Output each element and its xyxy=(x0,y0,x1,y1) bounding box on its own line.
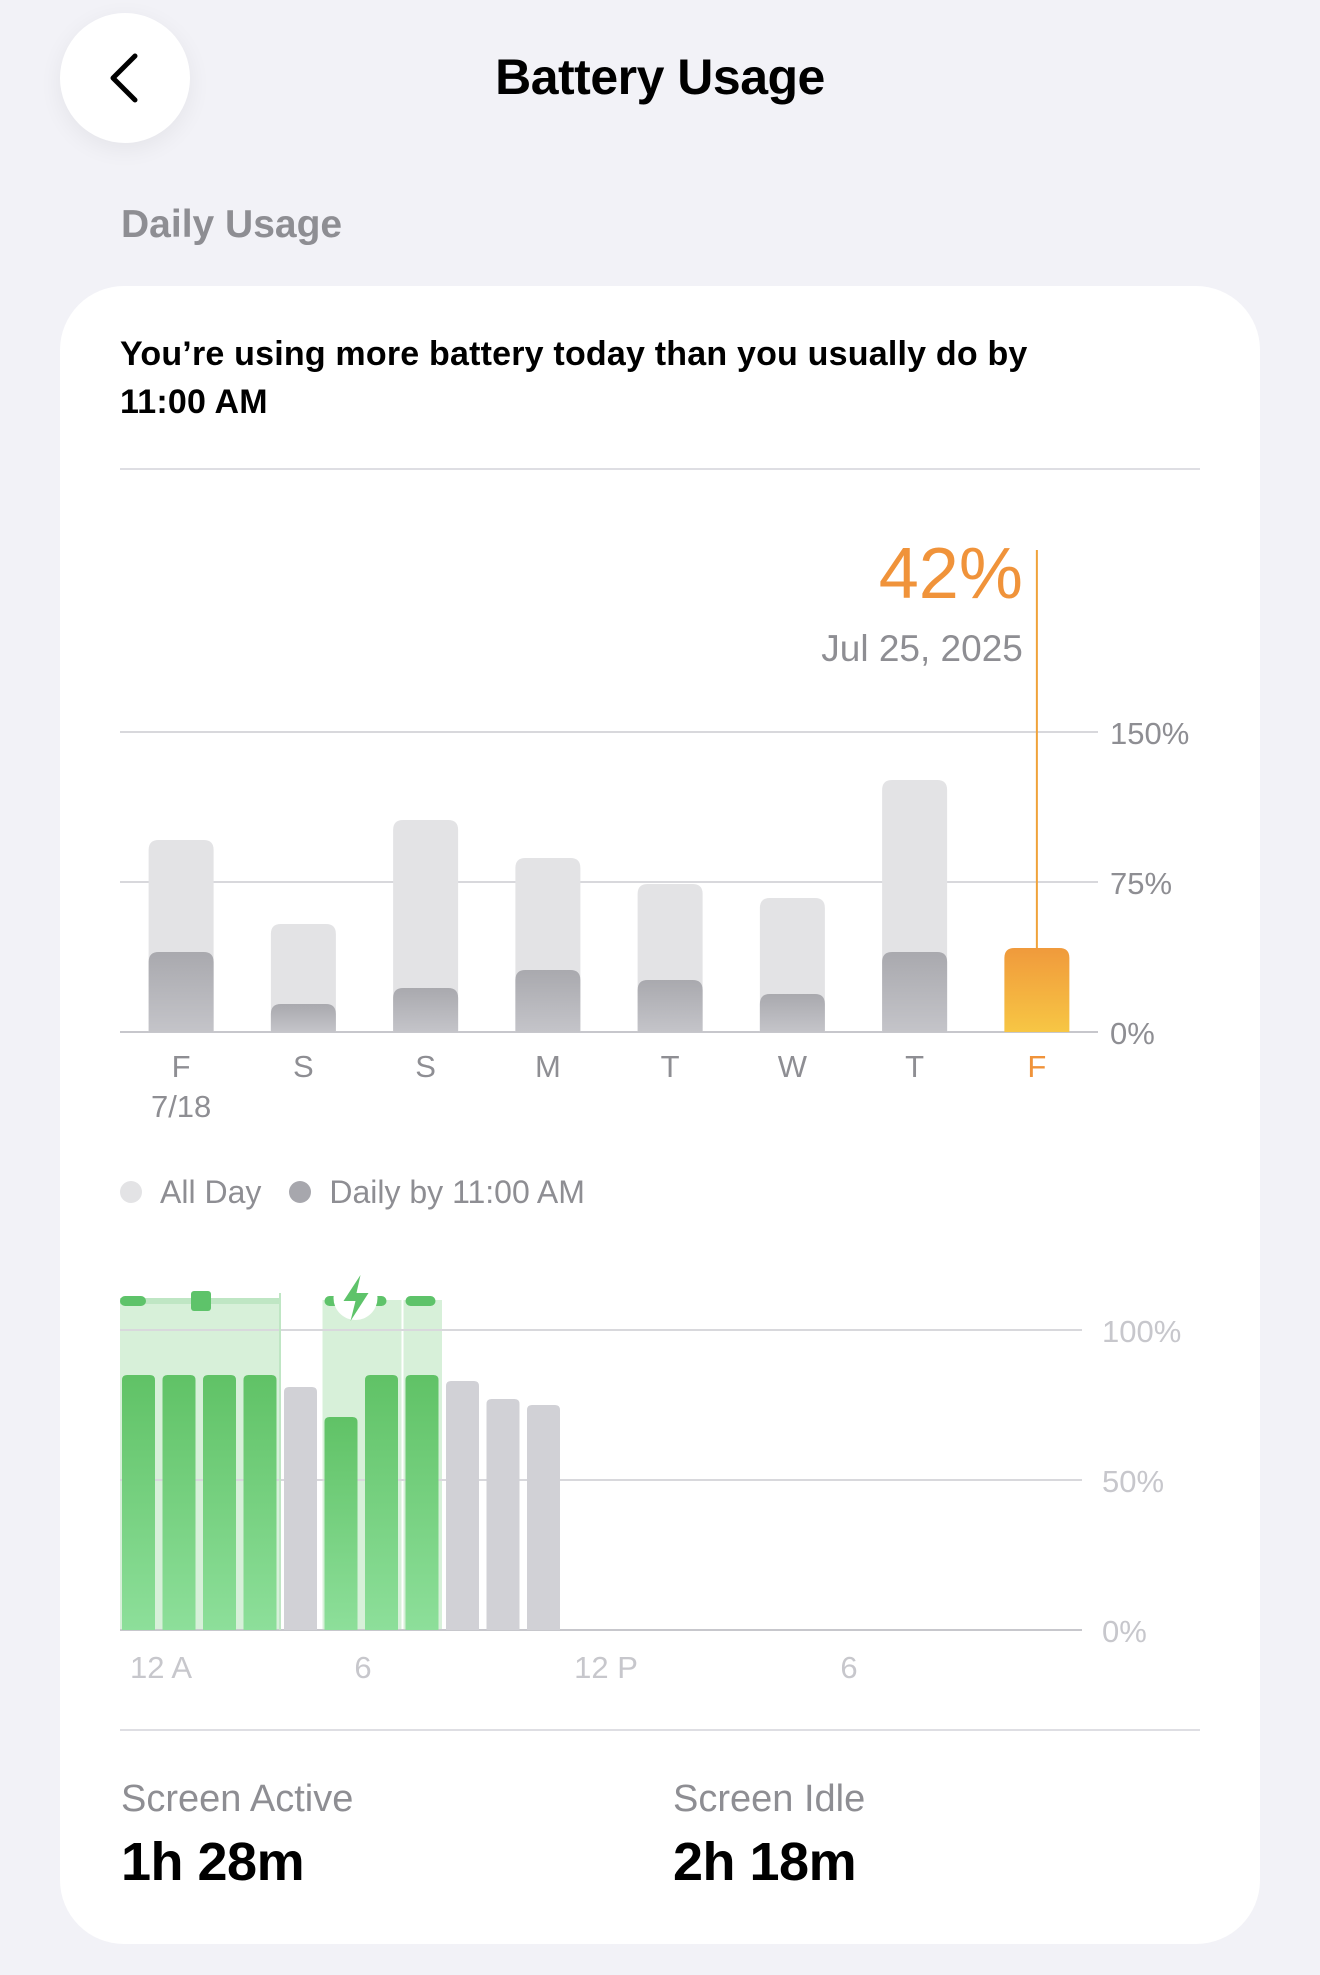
screen-idle-stat: Screen Idle 2h 18m xyxy=(673,1778,865,1893)
bar-daily-by xyxy=(270,1004,336,1032)
x-tick-label: S xyxy=(415,1049,436,1084)
y-tick-label: 0% xyxy=(1110,1016,1155,1051)
bar-selected-today xyxy=(1004,948,1070,1032)
divider xyxy=(120,1729,1200,1731)
bar-daily-by xyxy=(882,952,948,1032)
charging-marker xyxy=(120,1296,146,1306)
y-tick-label: 100% xyxy=(1102,1314,1181,1349)
bar-daily-by xyxy=(515,970,581,1032)
x-tick-label: 12 P xyxy=(574,1650,638,1685)
legend-label-daily-by: Daily by 11:00 AM xyxy=(329,1173,585,1210)
legend-swatch-all-day xyxy=(120,1181,142,1203)
section-title: Daily Usage xyxy=(121,203,343,246)
divider xyxy=(120,468,1200,470)
charging-marker xyxy=(405,1296,436,1306)
bolt-icon xyxy=(343,1275,369,1321)
bar-daily-by xyxy=(637,980,703,1032)
screen-active-value: 1h 28m xyxy=(121,1832,305,1892)
x-tick-label: T xyxy=(905,1049,924,1084)
legend-label-all-day: All Day xyxy=(160,1173,262,1210)
bar-all-day xyxy=(393,820,459,1032)
chevron-left-icon xyxy=(110,53,138,103)
selected-date: Jul 25, 2025 xyxy=(821,628,1023,669)
hour-bar-charging xyxy=(405,1375,439,1630)
y-tick-label: 75% xyxy=(1110,866,1172,901)
y-tick-label: 150% xyxy=(1110,716,1189,751)
screen-idle-value: 2h 18m xyxy=(673,1832,857,1892)
usage-insight-text: You’re using more battery today than you… xyxy=(120,335,1028,421)
hour-bar xyxy=(527,1405,560,1630)
screen-active-label: Screen Active xyxy=(121,1778,354,1820)
hour-bar xyxy=(446,1381,479,1630)
legend-item-daily-by: Daily by 11:00 AM xyxy=(289,1174,585,1211)
x-tick-label: T xyxy=(661,1049,680,1084)
x-tick-label: W xyxy=(778,1049,808,1084)
hour-bar-charging xyxy=(324,1417,358,1630)
x-tick-label: F xyxy=(172,1049,191,1084)
page-title: Battery Usage xyxy=(495,49,825,105)
hour-bar-charging xyxy=(122,1375,155,1630)
bar-daily-by xyxy=(148,952,214,1032)
legend-swatch-daily-by xyxy=(289,1181,312,1203)
y-tick-label: 50% xyxy=(1102,1464,1164,1499)
x-tick-label: 12 A xyxy=(130,1650,192,1685)
hour-bar-charging xyxy=(243,1375,277,1630)
x-tick-label: 6 xyxy=(840,1650,857,1685)
x-tick-label: F xyxy=(1027,1049,1046,1084)
screen-active-stat: Screen Active 1h 28m xyxy=(121,1778,353,1893)
hour-bar xyxy=(486,1399,520,1630)
back-button[interactable] xyxy=(60,13,190,143)
bar-daily-by xyxy=(759,994,825,1032)
screen-idle-label: Screen Idle xyxy=(673,1778,866,1820)
chart-legend: All Day Daily by 11:00 AM xyxy=(120,1170,613,1214)
hour-bar-charging xyxy=(365,1375,398,1630)
selected-value: 42% xyxy=(879,534,1023,614)
hour-bar-charging xyxy=(203,1375,236,1630)
bar-daily-by xyxy=(393,988,459,1032)
x-tick-label: S xyxy=(293,1049,314,1084)
x-tick-label: 6 xyxy=(354,1650,371,1685)
daily-usage-card xyxy=(60,286,1260,1944)
hour-bar xyxy=(284,1387,317,1630)
x-tick-label: M xyxy=(535,1049,561,1084)
charging-marker xyxy=(191,1291,211,1311)
hour-bar-charging xyxy=(162,1375,196,1630)
y-tick-label: 0% xyxy=(1102,1614,1147,1649)
legend-item-all-day: All Day xyxy=(120,1174,261,1211)
x-tick-sublabel: 7/18 xyxy=(151,1089,211,1124)
